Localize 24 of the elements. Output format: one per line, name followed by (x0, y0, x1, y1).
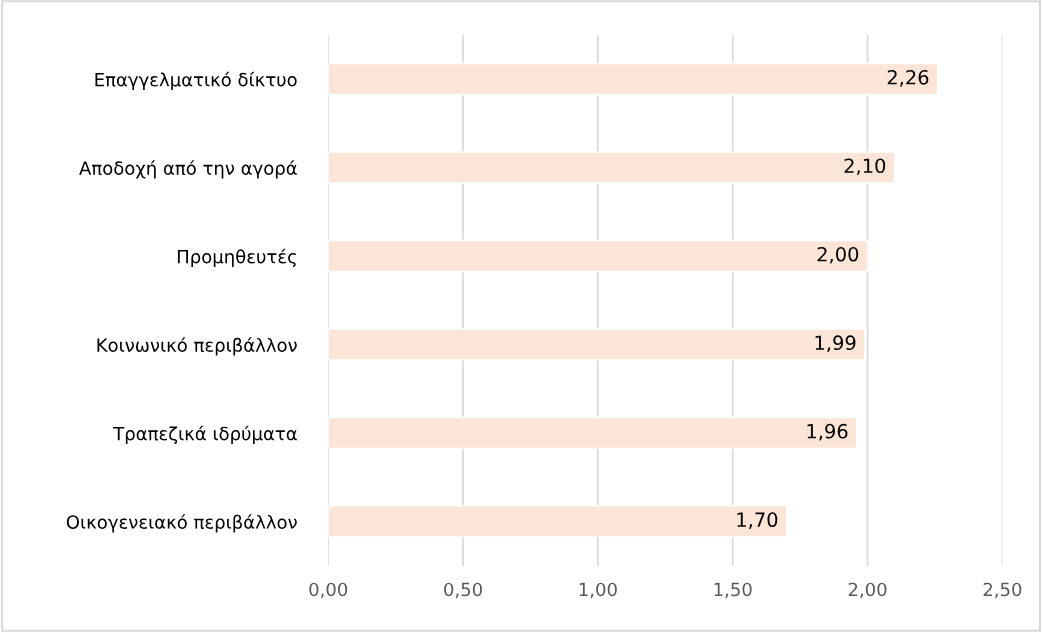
y-tick-label: Κοινωνικό περιβάλλον (97, 337, 297, 356)
x-tick-label: 1,00 (579, 582, 617, 599)
bar (328, 151, 896, 184)
y-tick-label: Αποδοχή από την αγορά (79, 160, 297, 179)
data-label: 2,26 (887, 69, 929, 87)
y-tick-label: Οικογενειακό περιβάλλον (66, 514, 297, 533)
x-tick-label: 2,50 (983, 582, 1022, 599)
data-label: 1,96 (807, 423, 848, 441)
y-tick-label: Τραπεζικά ιδρύματα (113, 425, 297, 444)
y-tick-label: Επαγγελματικό δίκτυο (95, 71, 297, 90)
bar (328, 62, 939, 96)
bar (328, 328, 866, 361)
x-tick-label: 1,50 (714, 582, 752, 599)
bar (328, 505, 788, 538)
data-label: 2,10 (844, 158, 886, 176)
data-label: 1,70 (737, 512, 778, 530)
x-tick-label: 2,00 (848, 582, 887, 599)
data-label: 1,99 (815, 335, 856, 353)
data-label: 2,00 (817, 246, 859, 264)
y-tick-label: Προμηθευτές (177, 248, 296, 267)
x-tick-label: 0,50 (444, 582, 482, 599)
bar (328, 416, 858, 450)
x-tick-label: 0,00 (309, 582, 348, 599)
bar (328, 239, 869, 273)
